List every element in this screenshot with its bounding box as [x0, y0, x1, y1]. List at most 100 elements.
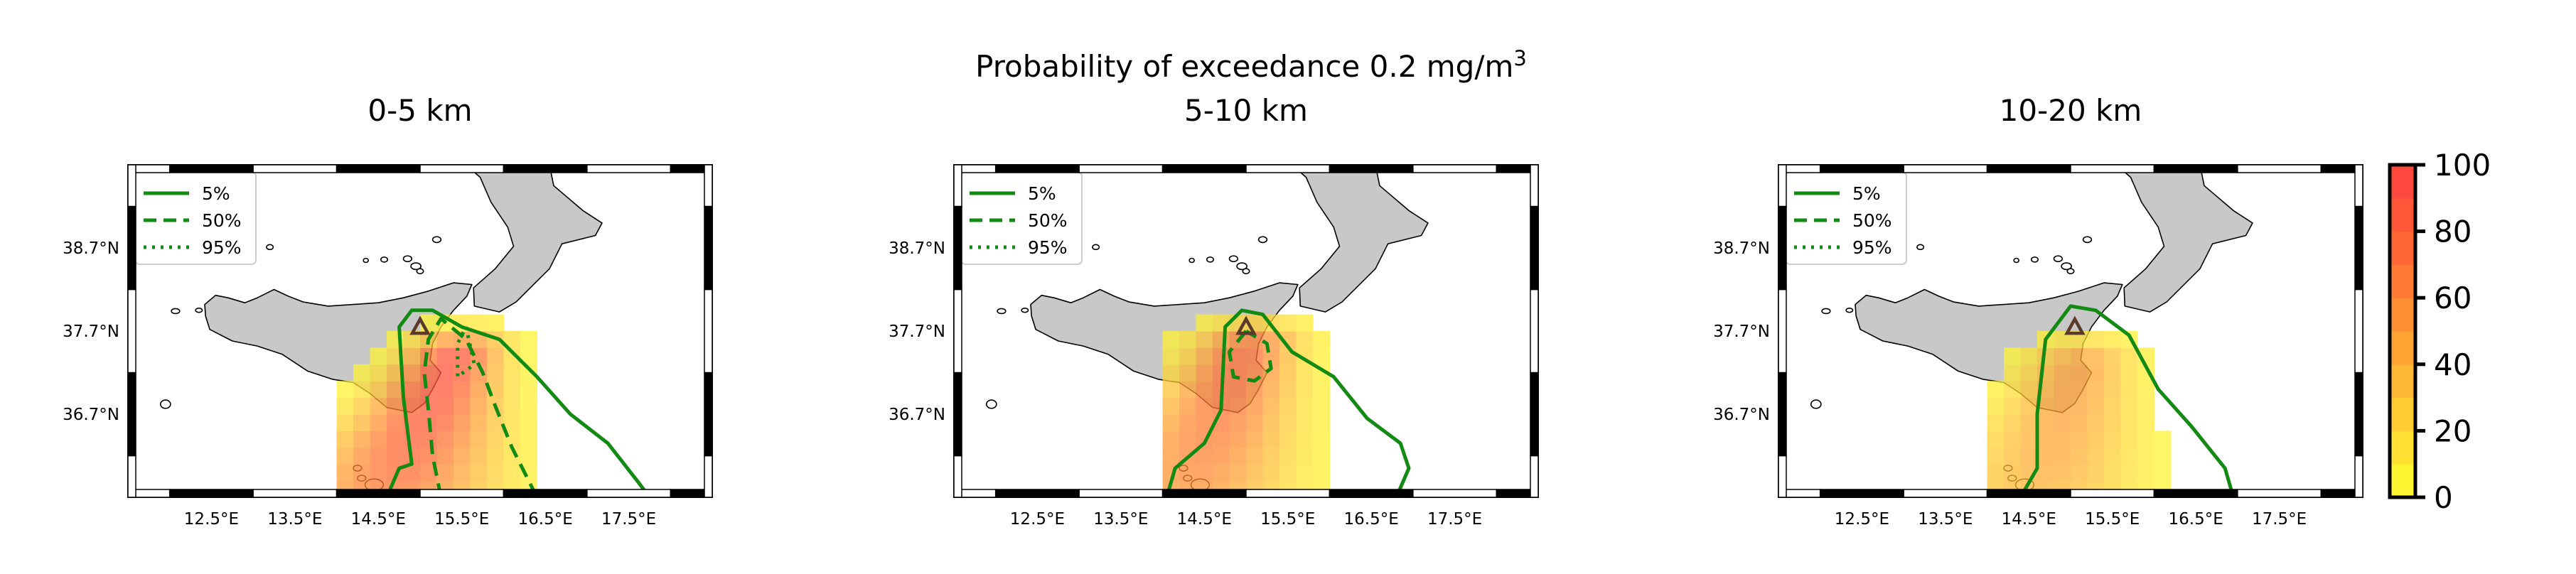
- land-calabria: [465, 165, 603, 313]
- prob-cell: [1246, 414, 1264, 431]
- prob-cell: [486, 347, 504, 365]
- lon-tick-label: 12.5°E: [184, 510, 239, 529]
- prob-cell: [2054, 414, 2071, 431]
- prob-cell: [1246, 447, 1264, 465]
- island: [410, 262, 422, 271]
- prob-cell: [2137, 414, 2154, 431]
- island: [997, 308, 1007, 315]
- prob-cell: [1312, 397, 1330, 415]
- prob-cell: [2037, 447, 2055, 465]
- colorbar-tick-label: 80: [2434, 215, 2472, 249]
- colorbar-segment: [2390, 364, 2415, 399]
- prob-cell: [520, 414, 537, 431]
- prob-cell: [1196, 314, 1213, 332]
- colorbar-segment: [2390, 197, 2415, 232]
- colorbar-segment: [2390, 430, 2415, 465]
- prob-cell: [1196, 331, 1213, 348]
- prob-cell: [1213, 430, 1230, 448]
- island: [363, 257, 369, 264]
- prob-cell: [2120, 397, 2138, 415]
- prob-cell: [2087, 430, 2105, 448]
- prob-cell: [2020, 364, 2038, 381]
- map-frame: [1778, 164, 2363, 498]
- prob-cell: [1162, 430, 1180, 448]
- contour-solid: [1164, 308, 1411, 497]
- island: [2061, 262, 2072, 271]
- prob-cell: [336, 430, 354, 448]
- prob-cell: [353, 381, 371, 399]
- lat-tick-label: 37.7°N: [889, 323, 945, 341]
- island: [1092, 244, 1100, 251]
- volcano-marker-icon: [1235, 315, 1257, 335]
- prob-cell: [2120, 364, 2138, 381]
- prob-cell: [486, 430, 504, 448]
- prob-cell: [2137, 430, 2154, 448]
- island: [1821, 308, 1831, 315]
- volcano-marker-icon: [2064, 315, 2086, 335]
- prob-cell: [420, 447, 438, 465]
- island: [1236, 262, 1247, 271]
- volcano-marker-icon: [409, 315, 431, 335]
- prob-cell: [387, 414, 404, 431]
- prob-cell: [436, 397, 454, 415]
- island: [1257, 236, 1268, 244]
- prob-cell: [1262, 414, 1280, 431]
- prob-cell: [2137, 397, 2154, 415]
- lon-tick-label: 13.5°E: [1918, 510, 1973, 529]
- prob-cell: [2071, 364, 2088, 381]
- prob-cell: [1296, 430, 1314, 448]
- prob-cell: [2104, 464, 2122, 482]
- prob-cell: [2137, 381, 2154, 399]
- prob-cell: [2104, 364, 2122, 381]
- colorbar-tick-label: 100: [2434, 148, 2491, 183]
- island: [380, 256, 389, 263]
- prob-cell: [353, 364, 371, 381]
- prob-cell: [370, 464, 387, 482]
- prob-cell: [470, 430, 488, 448]
- prob-cell: [503, 364, 521, 381]
- island: [1188, 257, 1195, 264]
- island: [171, 308, 181, 315]
- prob-cell: [470, 397, 488, 415]
- lat-tick-label: 38.7°N: [889, 239, 945, 258]
- island: [2066, 268, 2075, 275]
- prob-cell: [470, 381, 488, 399]
- island: [1810, 399, 1822, 409]
- prob-cell: [1987, 447, 2005, 465]
- prob-cell: [387, 447, 404, 465]
- colorbar-segment: [2390, 464, 2415, 498]
- prob-cell: [2020, 430, 2038, 448]
- prob-cell: [2054, 447, 2071, 465]
- prob-cell: [1162, 347, 1180, 365]
- contour-dashed: [422, 317, 539, 497]
- prob-cell: [1246, 464, 1264, 482]
- prob-cell: [486, 414, 504, 431]
- prob-cell: [370, 381, 387, 399]
- legend-label: 50%: [1028, 210, 1068, 231]
- prob-cell: [1312, 381, 1330, 399]
- prob-cell: [420, 364, 438, 381]
- prob-cell: [436, 364, 454, 381]
- colorbar-segment: [2390, 298, 2415, 332]
- colorbar-tick-label: 20: [2434, 413, 2472, 448]
- island: [2013, 257, 2019, 264]
- island: [1021, 308, 1029, 313]
- prob-cell: [1262, 447, 1280, 465]
- prob-cell: [336, 447, 354, 465]
- prob-cell: [1987, 381, 2005, 399]
- prob-cell: [2004, 347, 2022, 365]
- prob-cell: [454, 414, 471, 431]
- prob-cell: [2087, 381, 2105, 399]
- prob-cell: [2020, 447, 2038, 465]
- prob-cell: [2037, 414, 2055, 431]
- prob-cell: [1312, 447, 1330, 465]
- prob-cell: [336, 414, 354, 431]
- prob-cell: [1229, 430, 1247, 448]
- colorbar-tick-label: 0: [2434, 480, 2453, 515]
- contour-solid: [385, 308, 651, 497]
- prob-cell: [1279, 364, 1297, 381]
- prob-cell: [370, 347, 387, 365]
- legend: 5% 50% 95%: [1785, 171, 1907, 265]
- prob-cell: [1279, 447, 1297, 465]
- prob-cell: [1296, 331, 1314, 348]
